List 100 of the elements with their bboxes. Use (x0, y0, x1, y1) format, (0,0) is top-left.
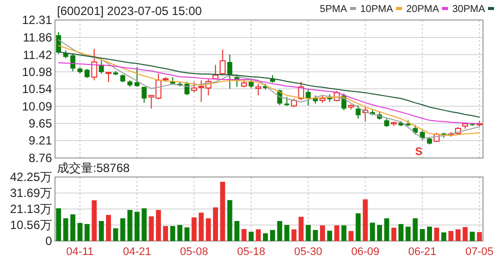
bar (370, 222, 375, 241)
bar (248, 232, 254, 241)
bar (177, 224, 182, 241)
x-tick-label: 05-18 (237, 246, 266, 258)
bar (242, 229, 247, 241)
y-tick-label: 10.56万 (10, 218, 52, 232)
bar (63, 218, 68, 241)
y-tick-label: 9.65 (28, 116, 52, 131)
bar (356, 213, 361, 241)
bar (377, 224, 382, 241)
bar (120, 218, 126, 241)
bar (220, 182, 226, 241)
chart-title: 成交量:58768 (57, 161, 130, 175)
bar (84, 224, 90, 241)
x-tick-label: 07-05 (465, 246, 494, 258)
y-tick-label: 10.09 (22, 100, 52, 114)
bar (298, 216, 304, 241)
bar (213, 207, 218, 241)
y-tick-label: 31.69万 (10, 186, 52, 200)
bar (291, 229, 296, 241)
bar (148, 216, 154, 241)
candlestick (56, 32, 62, 54)
y-tick-label: 11.86 (22, 30, 52, 45)
bar (192, 217, 197, 241)
bar (320, 225, 325, 241)
bar (412, 218, 418, 241)
y-tick-label: 8.76 (28, 151, 52, 166)
candlestick (134, 66, 140, 88)
bar (434, 228, 440, 241)
bar (98, 221, 104, 241)
bar (227, 200, 232, 241)
y-tick-label: 9.21 (28, 134, 52, 148)
legend-label: 20PMA (406, 4, 440, 15)
bar (256, 229, 261, 241)
candlestick (220, 49, 226, 75)
y-tick-label: 10.98 (22, 64, 52, 79)
bar (113, 228, 118, 241)
bar (420, 229, 425, 241)
bar (184, 227, 190, 241)
bar (92, 200, 97, 241)
bar (234, 221, 240, 241)
bar (198, 212, 204, 241)
candlestick (227, 54, 232, 90)
bar (262, 233, 268, 241)
bar (391, 228, 396, 241)
bar (341, 225, 346, 241)
bar (170, 226, 176, 241)
y-tick-label: 12.31 (22, 13, 52, 28)
bar (56, 208, 62, 241)
bar (334, 225, 340, 241)
bar (277, 221, 282, 241)
x-tick-label: 05-30 (294, 246, 322, 258)
bar (470, 232, 475, 241)
x-tick-label: 06-09 (351, 246, 380, 258)
bar (206, 218, 211, 241)
candlestick (306, 88, 311, 106)
bar (427, 226, 432, 241)
bar (270, 230, 276, 241)
bar (362, 199, 368, 241)
x-tick-label: 06-21 (408, 246, 436, 258)
bar (312, 230, 318, 241)
bar (327, 230, 332, 241)
bar (70, 214, 76, 241)
bar (476, 232, 482, 241)
y-tick-label: 0 (45, 234, 52, 248)
bar (142, 208, 147, 241)
bar (406, 226, 411, 241)
legend-label: 5PMA (320, 4, 348, 15)
annotation: S (415, 146, 422, 158)
x-tick-label: 05-08 (180, 246, 208, 258)
legend-label: 30PMA (452, 4, 486, 15)
bar (156, 210, 161, 241)
legend-label: 10PMA (360, 4, 394, 15)
bar (398, 224, 404, 241)
bar (306, 224, 311, 241)
bar (284, 224, 290, 241)
candlestick (255, 83, 262, 96)
candlestick (142, 86, 147, 104)
y-tick-label: 42.25万 (10, 170, 52, 184)
x-tick-label: 04-11 (66, 246, 94, 258)
chart-title: [600201] 2023-07-05 15:00 (57, 4, 202, 18)
y-tick-label: 11.42 (22, 48, 52, 62)
bar (448, 231, 454, 241)
x-tick-label: 04-21 (122, 246, 152, 258)
candlestick (91, 48, 98, 81)
bar (134, 212, 140, 241)
bar (456, 229, 461, 241)
bar (462, 227, 468, 241)
y-tick-label: 21.13万 (10, 202, 52, 216)
y-tick-label: 10.54 (22, 82, 52, 96)
bar (441, 232, 446, 241)
candlestick (70, 52, 76, 72)
bar (77, 222, 82, 241)
bar (384, 218, 390, 241)
bar (106, 214, 111, 241)
candlestick (356, 104, 361, 120)
bar (348, 231, 354, 241)
bar (127, 210, 132, 241)
candlestick (106, 72, 112, 83)
bar (163, 226, 168, 241)
